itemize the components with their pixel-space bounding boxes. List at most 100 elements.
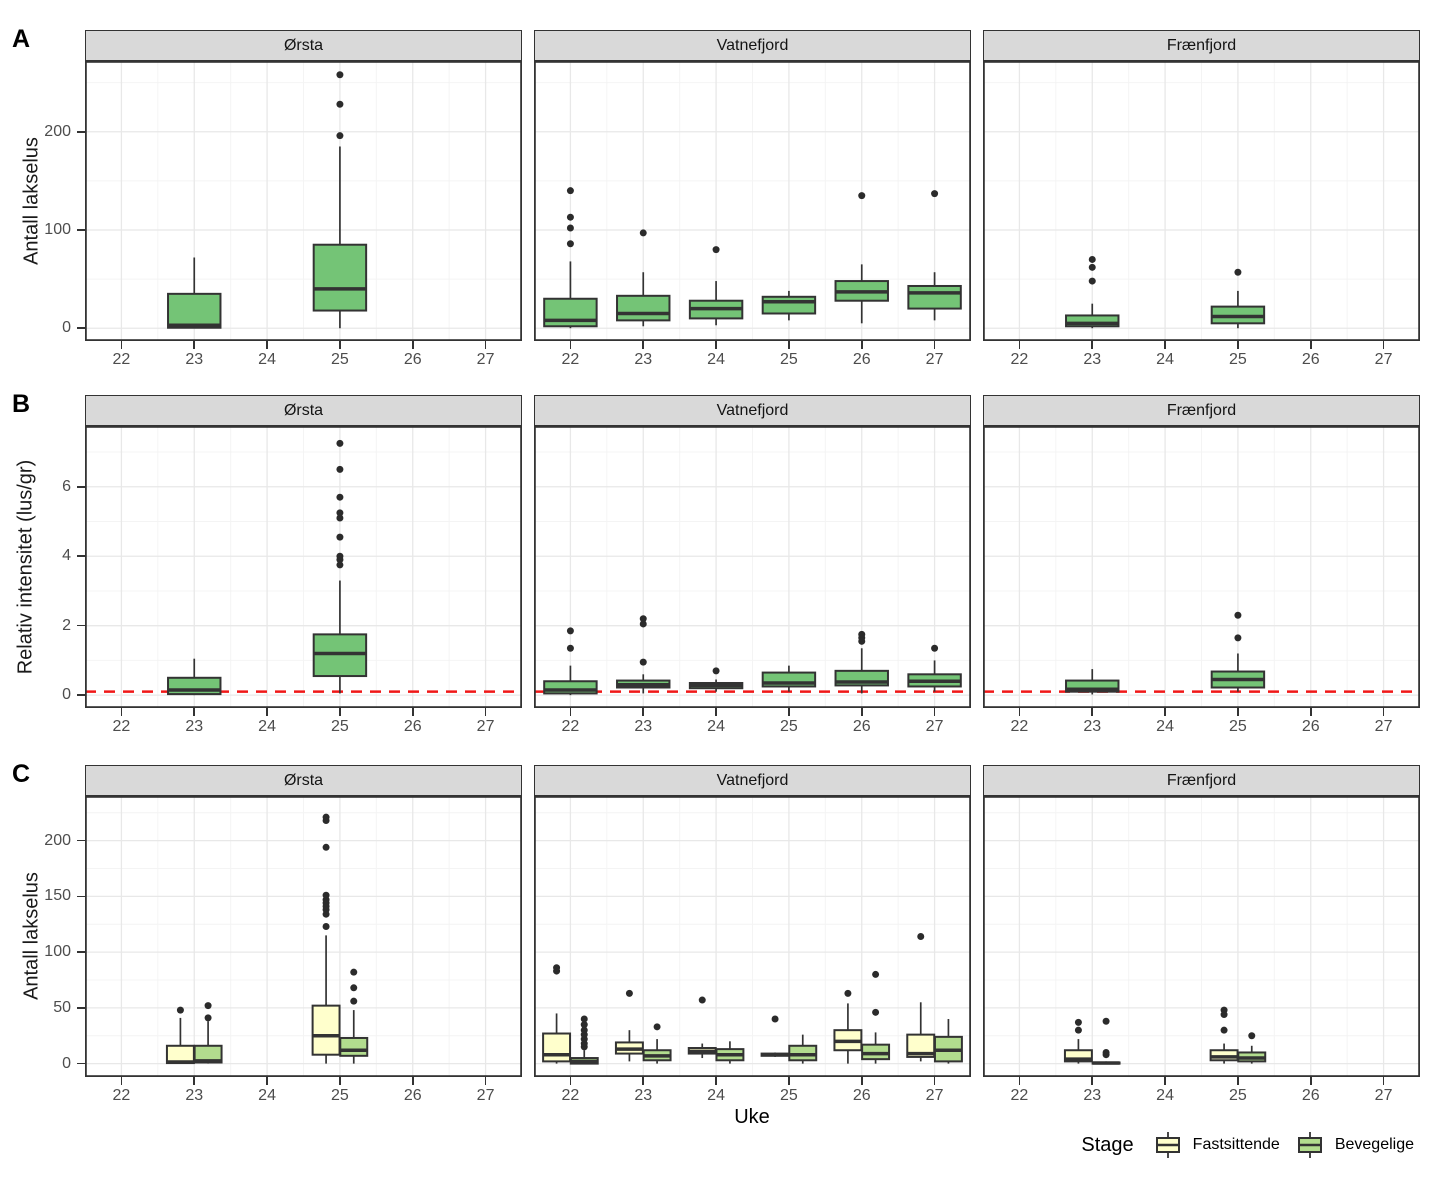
boxplot-single [688, 246, 744, 326]
outlier-point [336, 100, 344, 108]
x-tick-mark [1018, 708, 1021, 716]
boxplot-single [167, 658, 222, 696]
x-tick-mark [1091, 1077, 1094, 1085]
x-tick-mark [569, 341, 572, 349]
x-tick-mark [1237, 708, 1239, 716]
outlier-point [322, 891, 330, 899]
boxplot-single [312, 439, 368, 694]
outlier-point [204, 1014, 212, 1022]
x-tick-label: 23 [634, 718, 653, 735]
x-tick-label: 25 [780, 351, 798, 368]
boxplot-single [1065, 255, 1120, 329]
boxplot-single [761, 665, 817, 692]
x-tick-label: 27 [476, 1087, 495, 1104]
x-tick-label: 23 [634, 351, 653, 368]
boxplot-bevegelige [788, 1034, 818, 1064]
outlier-point [844, 989, 852, 997]
x-tick-mark [569, 708, 572, 716]
boxplot-bevegelige [1237, 1032, 1267, 1064]
x-tick-mark [860, 341, 863, 349]
facet-strip: Ørsta [85, 765, 522, 796]
x-tick-mark [120, 1077, 123, 1085]
x-tick-mark [1164, 1077, 1166, 1085]
outlier-point [858, 630, 866, 638]
x-tick-label: 25 [1229, 351, 1247, 368]
x-tick-mark [484, 341, 487, 349]
outlier-point [322, 843, 330, 851]
outlier-point [917, 933, 925, 940]
y-tick-mark [77, 1007, 85, 1009]
x-tick-label: 27 [476, 718, 495, 735]
boxplot-fastsittende [760, 1015, 790, 1057]
boxplot-fastsittende [833, 989, 863, 1064]
boxplot-single [616, 229, 671, 327]
x-tick-mark [569, 1077, 572, 1085]
x-tick-mark [411, 708, 414, 716]
facet-strip: Vatnefjord [534, 395, 971, 426]
y-tick-mark [77, 694, 85, 696]
x-tick-label: 27 [476, 351, 495, 368]
panel-plot [534, 426, 971, 708]
boxplot-single [907, 190, 962, 321]
outlier-point [698, 996, 706, 1004]
outlier-point [176, 1006, 184, 1014]
outlier-point [771, 1015, 779, 1023]
outlier-point [336, 509, 344, 517]
x-tick-label: 23 [634, 1087, 653, 1104]
x-tick-mark [1382, 708, 1385, 716]
legend-label: Fastsittende [1192, 1136, 1280, 1153]
outlier-point [1088, 263, 1096, 271]
x-tick-mark [1237, 341, 1239, 349]
x-tick-label: 22 [1010, 1087, 1029, 1104]
boxplot-single [167, 257, 222, 329]
x-tick-mark [1309, 341, 1312, 349]
outlier-point [580, 1026, 588, 1034]
y-tick-mark [77, 555, 85, 558]
x-tick-label: 24 [707, 351, 725, 368]
y-tick-label: 100 [44, 943, 71, 961]
outlier-point [1102, 1048, 1110, 1056]
boxplot-single [543, 627, 598, 696]
outlier-point [1234, 634, 1242, 642]
x-tick-label: 25 [780, 718, 798, 735]
x-tick-label: 26 [403, 351, 422, 368]
x-tick-mark [788, 341, 790, 349]
x-tick-mark [1309, 1077, 1312, 1085]
outlier-point [1234, 268, 1242, 276]
x-tick-mark [860, 1077, 863, 1085]
x-tick-label: 23 [1083, 351, 1102, 368]
boxplot-key-icon [1155, 1132, 1180, 1158]
outlier-point [1248, 1032, 1256, 1040]
x-tick-mark [484, 708, 487, 716]
x-tick-label: 25 [331, 1087, 349, 1104]
x-tick-label: 23 [185, 351, 204, 368]
boxplot-single [761, 290, 817, 321]
x-tick-mark [193, 341, 196, 349]
outlier-point [336, 552, 344, 560]
boxplot-bevegelige [569, 1015, 599, 1065]
panel-plot [85, 61, 522, 341]
outlier-point [872, 970, 880, 978]
x-tick-mark [193, 1077, 196, 1085]
boxplot-fastsittende [906, 933, 936, 1062]
outlier-point [566, 644, 574, 652]
y-tick-label: 2 [62, 616, 71, 634]
y-axis-title-row-a: Antall lakselus [20, 137, 43, 265]
x-tick-mark [339, 341, 341, 349]
y-tick-label: 200 [44, 122, 71, 140]
x-tick-label: 22 [561, 351, 580, 368]
x-tick-mark [411, 341, 414, 349]
facet-strip: Vatnefjord [534, 30, 971, 61]
x-tick-mark [715, 1077, 717, 1085]
outlier-point [931, 644, 939, 652]
outlier-point [639, 620, 647, 628]
outlier-point [566, 187, 574, 195]
x-tick-mark [1018, 1077, 1021, 1085]
boxplot-single [688, 667, 744, 692]
boxplot-fastsittende [542, 964, 572, 1064]
x-tick-label: 26 [852, 351, 871, 368]
legend-item-fastsittende: Fastsittende [1152, 1130, 1280, 1160]
outlier-point [872, 1008, 880, 1016]
x-tick-mark [642, 708, 645, 716]
boxplot-bevegelige [642, 1023, 672, 1064]
